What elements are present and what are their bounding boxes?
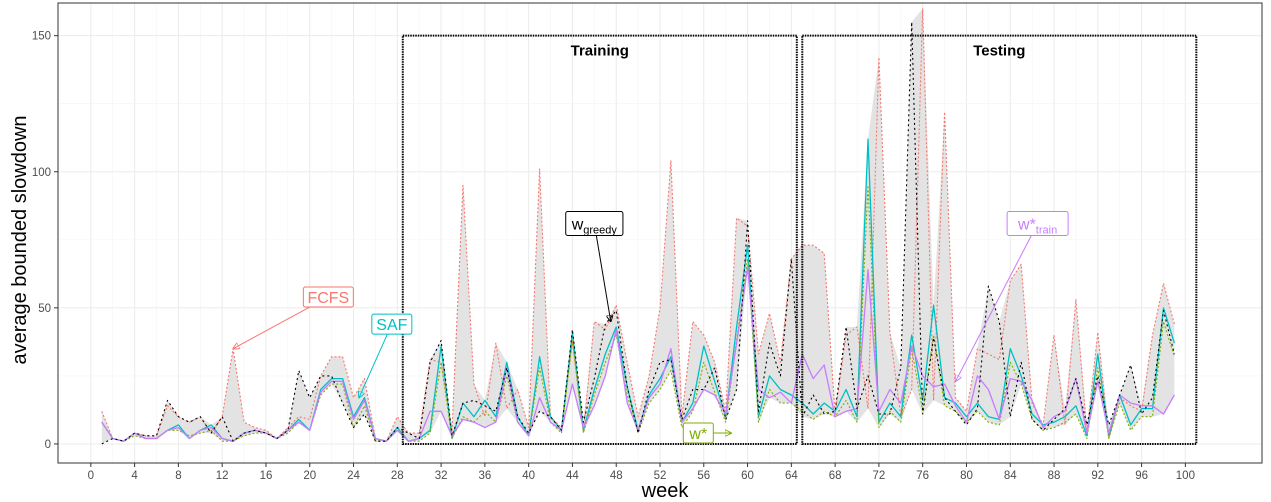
series-line-wtrain	[101, 266, 1175, 442]
x-tick-label: 92	[1091, 470, 1104, 482]
y-axis-title: average bounded slowdown	[9, 115, 31, 364]
x-tick-label: 16	[260, 470, 273, 482]
x-tick-label: 60	[741, 470, 754, 482]
x-tick-label: 48	[610, 470, 623, 482]
x-tick-label: 100	[1176, 470, 1195, 482]
x-tick-label: 12	[216, 470, 229, 482]
series-lines	[101, 7, 1176, 445]
x-tick-label: 44	[566, 470, 579, 482]
panel-training-label: Training	[571, 43, 629, 60]
y-tick-label: 50	[38, 303, 51, 315]
annotation-box-wgreedy	[565, 210, 624, 236]
x-tick-label: 0	[88, 470, 94, 482]
y-tick-label: 150	[32, 31, 51, 43]
x-tick-label: 64	[785, 470, 798, 482]
x-tick-label: 72	[873, 470, 886, 482]
panel-training-box	[401, 34, 798, 445]
x-tick-label: 36	[478, 470, 491, 482]
annotation-label-wgreedy: wgreedy	[571, 216, 618, 236]
annotation-arrow-wtrain	[956, 235, 1032, 381]
annotation-arrow-wgreedy	[595, 235, 610, 321]
x-tick-label: 68	[829, 470, 842, 482]
series-line-wgreedy	[101, 21, 1175, 445]
x-tick-label: 52	[654, 470, 667, 482]
x-tick-label: 20	[303, 470, 316, 482]
x-tick-label: 80	[960, 470, 973, 482]
panel-testing-box	[801, 34, 1198, 445]
x-tick-label: 8	[175, 470, 181, 482]
x-tick-label: 76	[916, 470, 929, 482]
annotation-box-wtrain	[1006, 210, 1069, 236]
annotation-arrow-fcfs	[233, 306, 311, 349]
x-tick-label: 56	[697, 470, 710, 482]
x-tick-label: 40	[522, 470, 535, 482]
x-tick-label: 24	[347, 470, 360, 482]
annotation-box-fcfs	[302, 286, 354, 308]
annotation-label-fcfs: FCFS	[307, 290, 349, 307]
annotation-label-wstar: w*	[688, 426, 707, 443]
x-tick-label: 4	[131, 470, 138, 482]
min-max-band	[101, 8, 1175, 444]
panel-testing-label: Testing	[973, 43, 1025, 60]
x-tick-label: 84	[1004, 470, 1017, 482]
annotation-label-wtrain: w*train	[1017, 216, 1057, 236]
axes: 0 4 8 12 16 20 24 28 32 36 40 44 48 52 56 60 64 68 72 76 80 8…	[32, 2, 1263, 482]
range-band	[101, 8, 1175, 444]
annotation-arrow-saf	[359, 333, 388, 397]
x-tick-label: 32	[435, 470, 448, 482]
series-line-wstar	[101, 184, 1175, 442]
x-tick-label: 88	[1048, 470, 1061, 482]
x-tick-label: 28	[391, 470, 404, 482]
x-tick-label: 96	[1135, 470, 1148, 482]
series-line-fcfs	[101, 7, 1175, 442]
annotation-label-saf: SAF	[376, 317, 407, 334]
panels: Training Testing	[401, 34, 1198, 445]
y-tick-label: 100	[32, 167, 51, 179]
annotation-box-wstar	[682, 422, 714, 444]
x-axis-title: week	[641, 480, 690, 502]
annotation-box-saf	[371, 313, 413, 335]
annotations: FCFS SAF wgreedy w*train w*	[233, 210, 1069, 444]
y-tick-label: 0	[45, 439, 51, 451]
